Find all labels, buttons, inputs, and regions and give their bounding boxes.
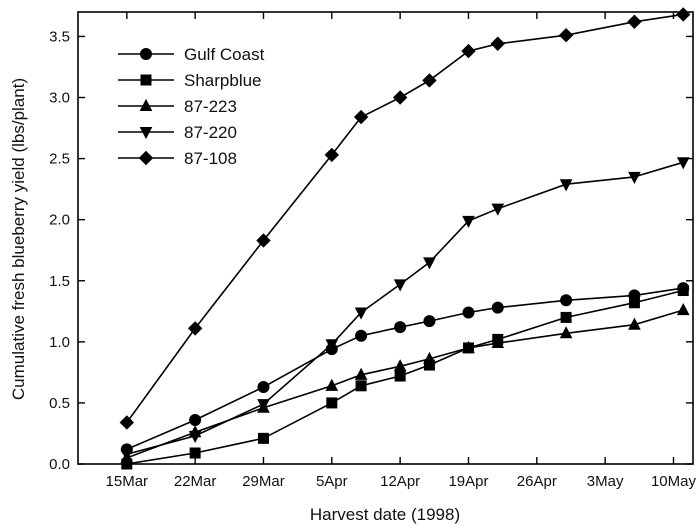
y-tick-label: 0.5 [49,395,70,412]
legend-label: Gulf Coast [184,45,265,64]
legend-label: 87-220 [184,123,237,142]
legend-item: Gulf Coast [118,45,265,64]
x-tick-label: 22Mar [174,473,217,490]
data-point [188,430,202,443]
legend-marker [139,127,153,140]
plot-frame [77,11,694,465]
data-point [187,321,203,336]
data-point [423,257,436,270]
data-point [676,302,690,316]
data-point [628,297,640,309]
data-point [325,339,339,352]
data-point [560,311,572,323]
series-line [126,13,684,423]
data-point [353,109,369,125]
data-point [324,147,340,163]
data-point [628,317,641,330]
data-point [423,351,436,364]
data-point [393,279,407,292]
series-gulf-coast [120,282,690,456]
x-tick-label: 12Apr [380,473,420,490]
data-point [355,329,368,342]
series-87-223 [120,302,690,463]
data-point [491,335,505,349]
data-point [628,171,641,184]
x-tick-label: 26Apr [517,473,557,490]
data-point [257,381,270,394]
data-point [393,359,407,372]
legend-label: Sharpblue [184,71,262,90]
data-point [461,43,476,59]
legend-marker [140,74,152,86]
x-axis: 15Mar 22Mar 29Mar 5Apr 12Apr 19Apr 26Apr 3May 10… [106,12,697,490]
data-point [559,179,573,192]
legend-item: 87-220 [118,123,237,142]
data-point [120,449,134,462]
data-point [325,378,339,391]
data-point [677,285,689,297]
x-tick-label: 15Mar [106,473,149,490]
data-point [354,367,368,380]
legend-item: Sharpblue [118,71,262,90]
legend: Gulf Coast Sharpblue 87-223 87-220 87-108 [118,45,265,168]
data-point [326,397,338,409]
legend-label: 87-108 [184,149,237,168]
y-tick-label: 3.0 [49,90,70,107]
data-point [422,73,437,88]
series-line [126,161,684,455]
data-point [392,90,408,105]
data-point [462,215,475,228]
data-point [257,399,270,412]
data-point [462,340,475,353]
data-point [423,315,436,328]
legend-marker [140,48,152,60]
data-point [491,203,505,216]
x-tick-label: 3May [587,473,624,490]
series-line [126,289,684,465]
data-point [627,14,642,29]
series-87-220 [120,157,690,462]
y-axis-title: Cumulative fresh blueberry yield (lbs/pl… [9,78,28,400]
y-tick-label: 3.5 [49,28,70,45]
data-point [257,432,269,444]
legend-item: 87-108 [118,149,237,168]
data-point [189,414,202,427]
y-tick-label: 0.0 [49,456,70,473]
series-87-108 [119,7,691,430]
legend-item: 87-223 [118,97,237,116]
y-tick-label: 1.5 [49,273,70,290]
y-tick-label: 2.0 [49,212,70,229]
data-point [490,36,505,51]
data-point [559,326,573,339]
y-tick-label: 2.5 [49,151,70,168]
legend-label: 87-223 [184,97,237,116]
data-point [394,321,407,334]
x-tick-label: 10May [651,473,697,490]
data-point [560,294,573,307]
data-point [256,233,271,248]
data-point [354,307,368,320]
series-line [126,287,684,451]
data-point [394,370,406,382]
y-tick-label: 1.0 [49,334,70,351]
data-point [462,306,475,319]
x-tick-label: 29Mar [242,473,285,490]
data-point [558,28,574,43]
data-point [119,415,135,430]
data-point [189,447,201,459]
x-tick-label: 5Apr [316,473,348,490]
data-point [355,380,367,392]
legend-marker [139,98,153,111]
data-point [676,7,691,22]
series-line [126,309,684,459]
data-point [491,301,504,314]
data-point [676,157,690,170]
y-axis: 0.0 0.5 1.0 1.5 2.0 2.5 3.0 3.5 [49,28,693,473]
series-layer [119,7,691,470]
x-tick-label: 19Apr [448,473,488,490]
x-axis-title: Harvest date (1998) [310,505,460,524]
legend-marker [138,150,154,166]
